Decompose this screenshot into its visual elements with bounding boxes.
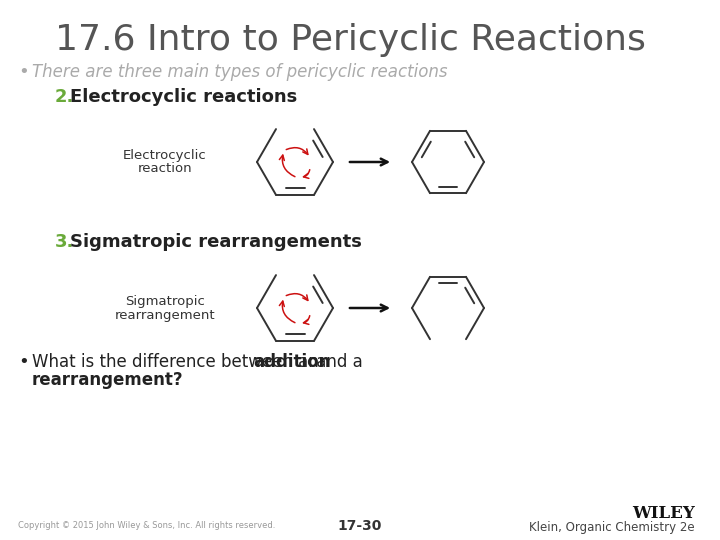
Text: Electrocyclic reactions: Electrocyclic reactions bbox=[70, 88, 297, 106]
Text: •: • bbox=[18, 63, 29, 81]
Text: 17-30: 17-30 bbox=[338, 519, 382, 533]
Text: Copyright © 2015 John Wiley & Sons, Inc. All rights reserved.: Copyright © 2015 John Wiley & Sons, Inc.… bbox=[18, 522, 275, 530]
Text: Sigmatropic: Sigmatropic bbox=[125, 295, 205, 308]
Text: 3.: 3. bbox=[55, 233, 74, 251]
Text: addition: addition bbox=[253, 353, 330, 371]
Text: Sigmatropic rearrangements: Sigmatropic rearrangements bbox=[70, 233, 362, 251]
Text: rearrangement: rearrangement bbox=[114, 308, 215, 321]
Text: rearrangement?: rearrangement? bbox=[32, 371, 184, 389]
Text: Klein, Organic Chemistry 2e: Klein, Organic Chemistry 2e bbox=[529, 522, 695, 535]
Text: 2.: 2. bbox=[55, 88, 74, 106]
Text: WILEY: WILEY bbox=[632, 505, 695, 523]
Text: and a: and a bbox=[310, 353, 362, 371]
Text: reaction: reaction bbox=[138, 161, 192, 174]
Text: Electrocyclic: Electrocyclic bbox=[123, 148, 207, 161]
Text: •: • bbox=[18, 353, 29, 371]
Text: What is the difference between an: What is the difference between an bbox=[32, 353, 324, 371]
Text: 17.6 Intro to Pericyclic Reactions: 17.6 Intro to Pericyclic Reactions bbox=[55, 23, 646, 57]
Text: There are three main types of pericyclic reactions: There are three main types of pericyclic… bbox=[32, 63, 448, 81]
